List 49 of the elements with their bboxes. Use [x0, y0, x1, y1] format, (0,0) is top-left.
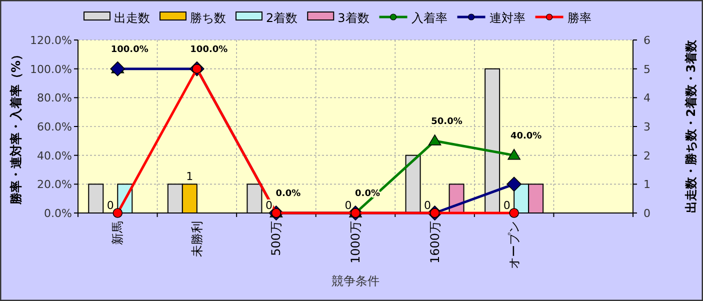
y2-tick-label: 3 [644, 120, 650, 134]
y2-tick-label: 2 [644, 149, 650, 162]
legend-label: 入着率 [411, 11, 448, 25]
legend-label: 出走数 [114, 11, 150, 25]
data-label: 1 [186, 170, 194, 184]
point [506, 176, 522, 192]
point [110, 61, 126, 76]
data-label: 100.0% [110, 44, 148, 55]
data-label: 0 [106, 199, 114, 212]
data-label: 50.0% [431, 116, 462, 127]
data-label: 100.0% [190, 44, 228, 55]
x-tick-label: 未勝利 [190, 221, 204, 257]
data-label: 0.0% [276, 189, 301, 199]
point [112, 208, 123, 218]
y-tick-label: 0.0% [44, 207, 72, 220]
y-tick-label: 120.0% [30, 34, 72, 47]
legend-label: 2着数 [266, 11, 298, 25]
data-label: 40.0% [510, 131, 542, 142]
y2-tick-label: 6 [644, 34, 650, 47]
y-tick-label: 60.0% [37, 120, 72, 134]
bar [484, 68, 500, 214]
legend-label: 連対率 [489, 11, 526, 25]
point [428, 134, 442, 146]
data-label: 0 [503, 199, 510, 212]
legend-label: 勝ち数 [190, 11, 226, 25]
y2-tick-label: 5 [644, 62, 650, 76]
data-label: 0 [424, 199, 432, 212]
y2-tick-label: 0 [644, 207, 650, 220]
legend-label: 3着数 [338, 11, 370, 25]
x-tick-label: 新馬 [110, 221, 125, 245]
y-tick-label: 40.0% [37, 149, 72, 162]
y2-axis-title: 出走数・勝ち数・2着数・3着数 [684, 39, 698, 213]
y-tick-label: 20.0% [37, 178, 72, 192]
x-tick-label: 1000万 [348, 221, 362, 264]
y-tick-label: 100.0% [30, 62, 72, 76]
point [508, 148, 520, 160]
x-tick-label: 500万 [269, 221, 284, 256]
data-label: 0 [265, 199, 272, 212]
y2-tick-label: 4 [644, 92, 650, 105]
y2-tick-label: 1 [644, 178, 650, 192]
x-tick-label: オープン [507, 221, 522, 269]
y-axis-title: 勝率・連対率・入着率（%） [9, 48, 23, 206]
y-tick-label: 80.0% [37, 92, 72, 105]
bar [405, 154, 421, 214]
data-label: 0 [344, 199, 352, 212]
x-tick-label: 1600万 [428, 221, 442, 264]
legend-label: 勝率 [567, 11, 592, 25]
point [509, 208, 519, 218]
x-axis-title: 競争条件 [332, 274, 380, 288]
